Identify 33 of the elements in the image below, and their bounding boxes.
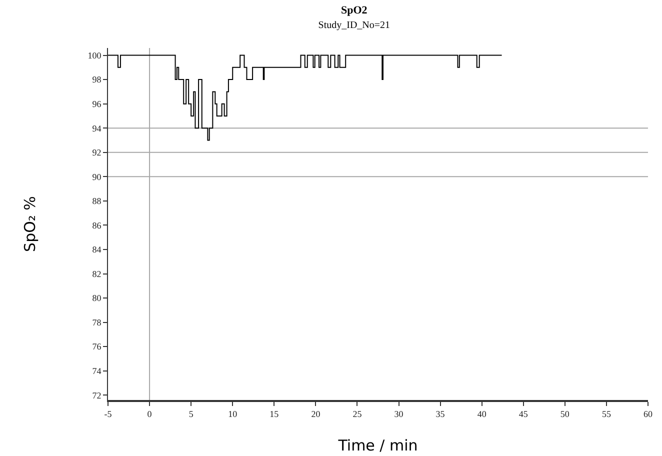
x-tick-label: -5 [104, 408, 112, 419]
chart-title: SpO2 [341, 4, 368, 17]
y-tick-label: 80 [92, 293, 102, 304]
x-tick-label: 50 [560, 408, 570, 419]
y-tick-label: 96 [92, 98, 102, 109]
y-tick-label: 82 [92, 268, 102, 279]
x-tick-label: 30 [394, 408, 404, 419]
y-axis-title: SpO₂ % [20, 196, 39, 252]
y-tick-label: 100 [88, 50, 102, 60]
y-tick-label: 94 [92, 123, 102, 134]
x-tick-label: 60 [644, 408, 653, 419]
y-tick-label: 72 [92, 390, 102, 400]
y-tick-label: 90 [92, 172, 102, 182]
y-tick-label: 88 [92, 196, 102, 206]
chart-subtitle: Study_ID_No=21 [318, 20, 390, 31]
y-tick-label: 86 [92, 220, 102, 230]
y-tick-label: 92 [92, 148, 102, 158]
x-tick-label: 35 [436, 408, 446, 419]
x-tick-label: 40 [477, 408, 487, 419]
x-tick-label: 15 [270, 408, 280, 419]
x-axis-title: Time / min [337, 436, 418, 454]
x-tick-label: 55 [602, 408, 612, 419]
y-tick-label: 98 [92, 74, 102, 85]
y-tick-label: 84 [92, 244, 102, 255]
x-tick-label: 10 [228, 408, 238, 419]
x-tick-label: 20 [311, 408, 321, 419]
y-tick-label: 76 [92, 342, 102, 352]
x-tick-label: 45 [518, 408, 528, 419]
y-tick-label: 74 [92, 366, 102, 376]
x-tick-label: 0 [147, 408, 152, 419]
x-tick-label: 5 [188, 408, 194, 419]
y-tick-label: 78 [92, 317, 102, 328]
x-tick-label: 25 [352, 408, 362, 419]
